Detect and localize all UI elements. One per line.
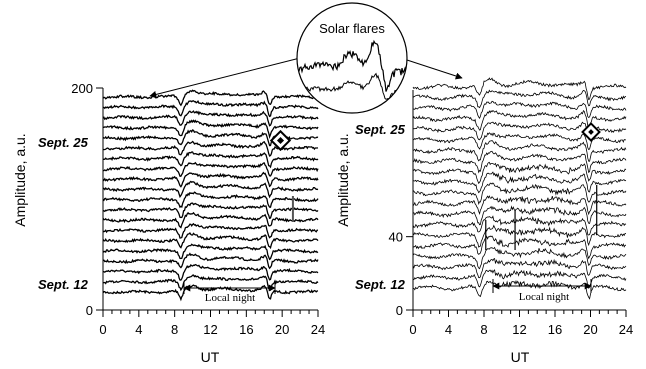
left-x-tick-label: 4 — [135, 322, 142, 337]
right-x-tick-label: 4 — [445, 322, 452, 337]
left-x-tick-label: 20 — [275, 322, 289, 337]
right-x-tick-label: 16 — [548, 322, 562, 337]
left-y-tick-label: 0 — [86, 303, 93, 318]
right-panel: 0 4 8 12 16 20 24 0 40 Amplitude, a.u. UT Sept. … — [335, 77, 633, 365]
inset-arrow-left — [149, 57, 301, 98]
right-day-trace — [412, 258, 627, 279]
right-last-day-label: Sept. 25 — [355, 122, 406, 137]
right-day-trace — [412, 100, 627, 119]
left-day-trace — [102, 100, 319, 118]
inset-arrow-right — [406, 59, 463, 80]
right-day-trace — [412, 132, 627, 151]
right-day-trace — [412, 161, 627, 185]
left-day-trace — [102, 231, 319, 250]
left-flare-marker — [269, 129, 292, 152]
left-panel: 0 4 8 12 16 20 24 0 200 Amplitude, a.u. UT Sept.… — [12, 81, 325, 365]
right-day-trace — [412, 224, 626, 248]
right-x-tick-label: 24 — [619, 322, 633, 337]
left-day-trace — [102, 180, 319, 199]
right-day-trace — [413, 150, 627, 174]
left-day-trace — [102, 89, 319, 107]
left-day-trace — [102, 263, 319, 281]
left-xlabel: UT — [201, 349, 220, 365]
right-day-trace — [412, 215, 627, 236]
left-x-tick-label: 8 — [171, 322, 178, 337]
left-ylabel: Amplitude, a.u. — [12, 133, 28, 226]
left-day-trace — [102, 110, 319, 127]
left-traces — [102, 89, 319, 302]
inset-trace-upper — [297, 39, 407, 92]
right-x-tick-label: 0 — [409, 322, 416, 337]
right-day-trace — [412, 89, 627, 109]
right-x-tick-label: 8 — [480, 322, 487, 337]
left-x-tick-label: 16 — [239, 322, 253, 337]
right-day-trace — [412, 171, 627, 194]
right-local-night-label: Local night — [519, 291, 569, 303]
left-day-trace — [102, 191, 319, 209]
left-day-trace — [102, 151, 319, 169]
left-day-trace — [102, 222, 319, 239]
left-x-tick-label: 0 — [99, 322, 106, 337]
left-day-trace — [102, 243, 319, 261]
right-local-night: Local night — [492, 279, 592, 303]
left-day-trace — [102, 274, 319, 292]
right-day-trace — [412, 140, 627, 162]
right-x-tick-label: 12 — [512, 322, 526, 337]
left-x-tick-label: 24 — [311, 322, 325, 337]
right-day-trace — [412, 195, 627, 216]
right-first-day-label: Sept. 12 — [355, 277, 406, 292]
left-x-tick-label: 12 — [203, 322, 217, 337]
right-ylabel: Amplitude, a.u. — [335, 133, 351, 226]
right-y-tick-label: 40 — [389, 230, 403, 245]
inset-title: Solar flares — [319, 21, 385, 36]
left-day-trace — [102, 211, 319, 229]
right-day-trace — [412, 182, 627, 205]
right-axes: 0 4 8 12 16 20 24 0 40 — [389, 90, 633, 337]
right-y-tick-label: 0 — [396, 303, 403, 318]
left-local-night: Local night — [183, 281, 276, 304]
right-day-trace — [412, 246, 627, 270]
right-day-trace — [412, 205, 627, 226]
left-day-trace — [103, 119, 319, 139]
right-day-trace — [412, 77, 627, 101]
right-traces — [412, 77, 627, 300]
inset-trace-lower — [297, 72, 407, 101]
solar-flares-inset: Solar flares — [149, 2, 463, 114]
left-y-tick-label: 200 — [71, 81, 93, 96]
left-day-trace — [102, 202, 319, 220]
right-day-trace — [412, 235, 627, 260]
left-day-trace — [102, 252, 319, 270]
left-day-trace — [103, 161, 319, 177]
left-axes: 0 4 8 12 16 20 24 0 200 — [71, 81, 325, 337]
left-last-day-label: Sept. 25 — [38, 135, 89, 150]
left-local-night-label: Local night — [205, 292, 255, 304]
right-x-tick-label: 20 — [583, 322, 597, 337]
right-flare-marker — [581, 122, 601, 142]
left-day-trace — [102, 171, 319, 188]
left-first-day-label: Sept. 12 — [38, 277, 89, 292]
right-xlabel: UT — [511, 349, 530, 365]
